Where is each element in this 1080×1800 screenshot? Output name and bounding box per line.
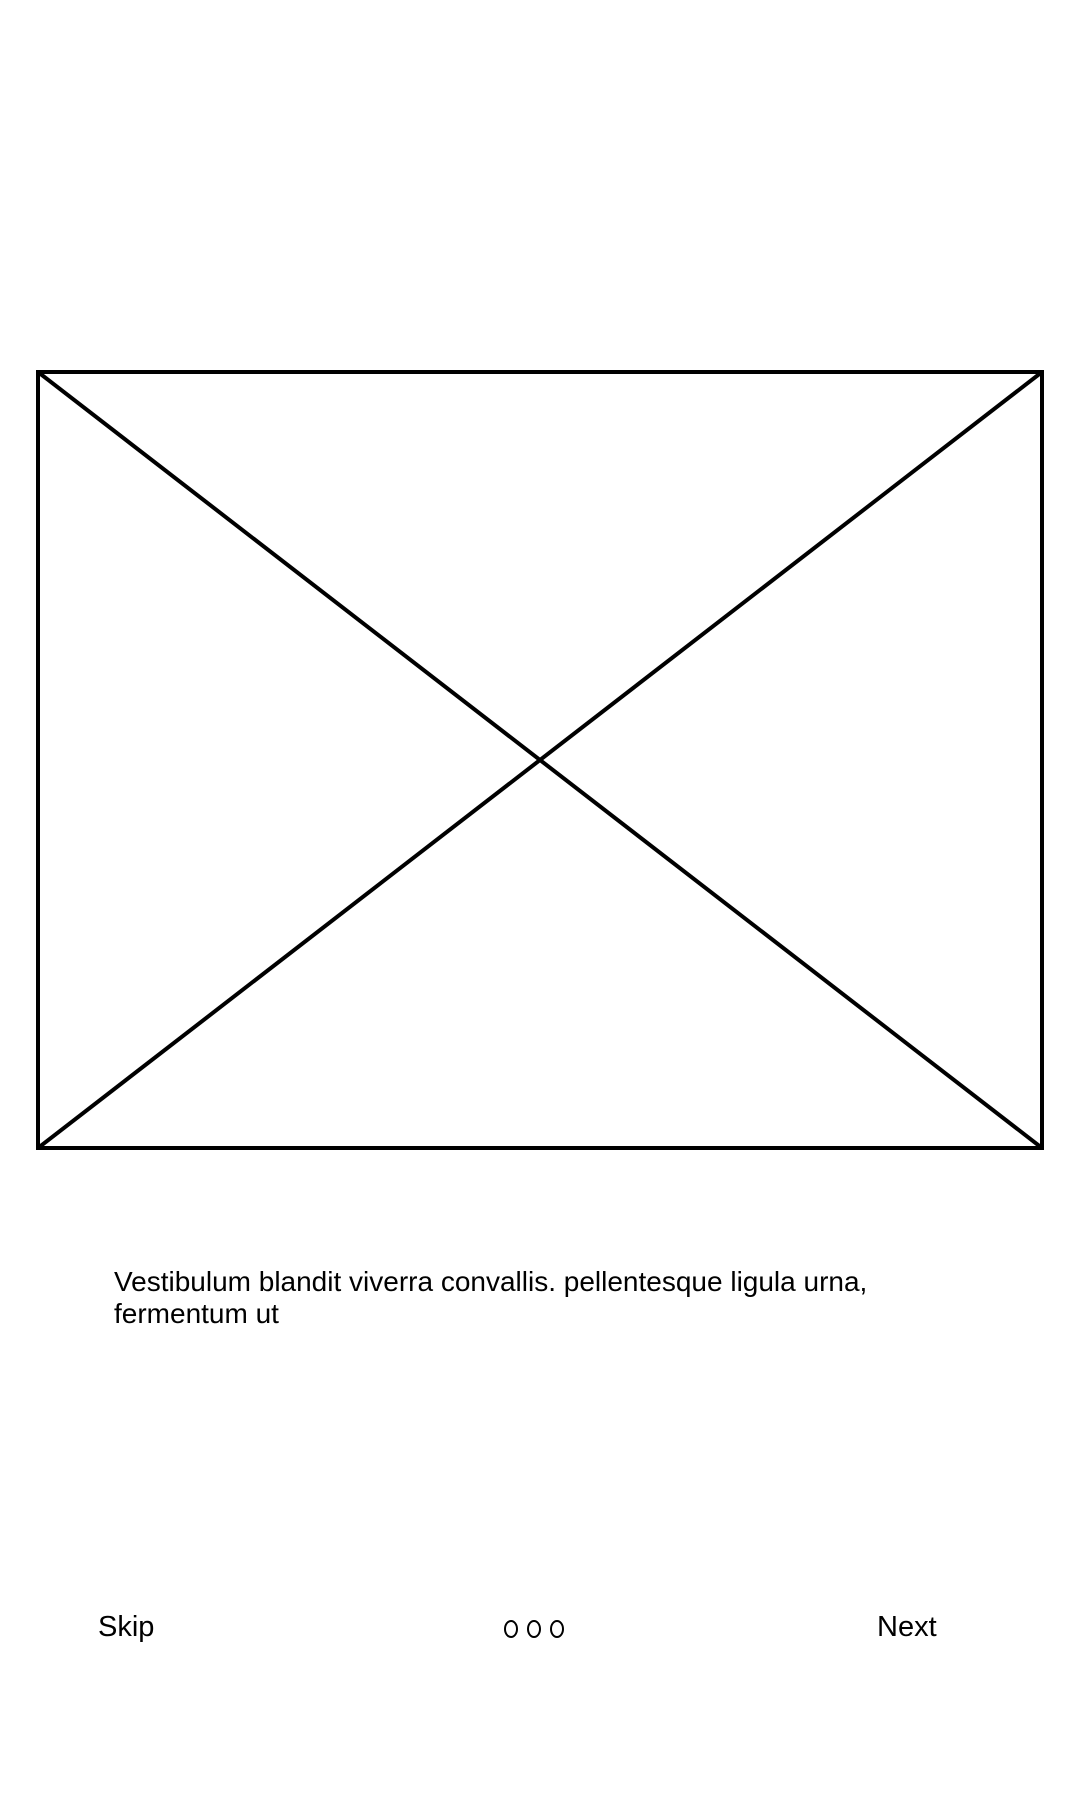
onboarding-navigation-bar: Skip Next [0, 1600, 1080, 1660]
skip-button[interactable]: Skip [98, 1611, 155, 1643]
next-button[interactable]: Next [877, 1611, 937, 1643]
page-dot-1[interactable] [504, 1620, 518, 1638]
page-dot-3[interactable] [550, 1620, 564, 1638]
image-placeholder-icon [36, 370, 1044, 1150]
onboarding-description: Vestibulum blandit viverra convallis. pe… [114, 1266, 868, 1329]
page-dot-2[interactable] [527, 1620, 541, 1638]
page-indicator [504, 1620, 564, 1638]
